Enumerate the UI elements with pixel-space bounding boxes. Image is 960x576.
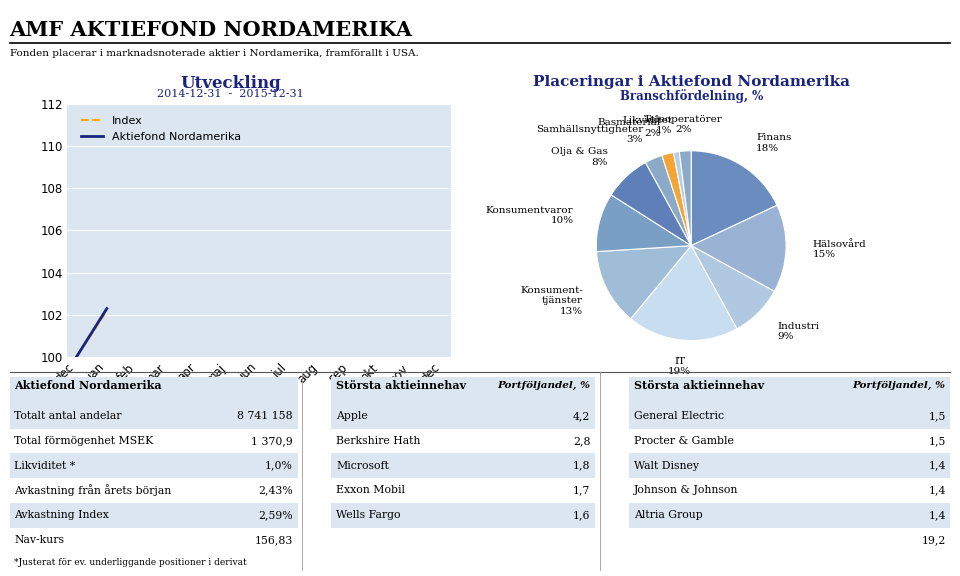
Text: Totalt antal andelar: Totalt antal andelar — [14, 411, 122, 421]
Text: Basmaterial
2%: Basmaterial 2% — [598, 118, 661, 138]
Text: Teleoperatörer
2%: Teleoperatörer 2% — [644, 115, 723, 134]
Text: Finans
18%: Finans 18% — [756, 134, 792, 153]
Text: Avkastning Index: Avkastning Index — [14, 510, 109, 520]
Text: 2,43%: 2,43% — [258, 486, 293, 495]
Text: Aktiefond Nordamerika: Aktiefond Nordamerika — [14, 380, 162, 391]
Wedge shape — [612, 162, 691, 245]
Text: Hälsovård
15%: Hälsovård 15% — [812, 240, 866, 259]
Text: Microsoft: Microsoft — [336, 461, 389, 471]
Wedge shape — [596, 245, 691, 319]
Text: Portföljandel, %: Portföljandel, % — [497, 381, 590, 390]
Text: 1,6: 1,6 — [573, 510, 590, 520]
Wedge shape — [691, 245, 775, 329]
Text: Berkshire Hath: Berkshire Hath — [336, 436, 420, 446]
Text: 1 370,9: 1 370,9 — [252, 436, 293, 446]
Text: 8 741 158: 8 741 158 — [237, 411, 293, 421]
Text: Procter & Gamble: Procter & Gamble — [634, 436, 733, 446]
Wedge shape — [691, 205, 786, 291]
Text: Likviditet
1%: Likviditet 1% — [622, 116, 672, 135]
Text: 1,5: 1,5 — [928, 436, 946, 446]
Text: 156,83: 156,83 — [254, 535, 293, 545]
Wedge shape — [680, 151, 691, 245]
Text: AMF AKTIEFOND NORDAMERIKA: AMF AKTIEFOND NORDAMERIKA — [10, 20, 413, 40]
Text: Wells Fargo: Wells Fargo — [336, 510, 400, 520]
Text: *Justerat för ev. underliggande positioner i derivat: *Justerat för ev. underliggande position… — [14, 558, 247, 567]
Wedge shape — [691, 151, 777, 245]
Text: 2014-12-31  -  2015-12-31: 2014-12-31 - 2015-12-31 — [157, 89, 303, 99]
Legend: Index, Aktiefond Nordamerika: Index, Aktiefond Nordamerika — [77, 112, 246, 146]
Text: Likviditet *: Likviditet * — [14, 461, 76, 471]
Text: 2,8: 2,8 — [573, 436, 590, 446]
Text: Total förmögenhet MSEK: Total förmögenhet MSEK — [14, 436, 154, 446]
Text: 1,4: 1,4 — [928, 510, 946, 520]
Text: Olja & Gas
8%: Olja & Gas 8% — [551, 147, 608, 167]
Text: Johnson & Johnson: Johnson & Johnson — [634, 486, 738, 495]
Text: 1,8: 1,8 — [573, 461, 590, 471]
Text: Altria Group: Altria Group — [634, 510, 703, 520]
Text: IT
19%: IT 19% — [668, 357, 691, 376]
Text: Fonden placerar i marknadsnoterade aktier i Nordamerika, framförallt i USA.: Fonden placerar i marknadsnoterade aktie… — [10, 49, 419, 58]
Text: 1,4: 1,4 — [928, 461, 946, 471]
Text: 1,5: 1,5 — [928, 411, 946, 421]
Text: Avkastning från årets början: Avkastning från årets början — [14, 484, 172, 497]
Wedge shape — [631, 245, 737, 340]
Text: Största aktieinnehav: Största aktieinnehav — [634, 380, 764, 391]
Text: Nav-kurs: Nav-kurs — [14, 535, 64, 545]
Text: Placeringar i Aktiefond Nordamerika: Placeringar i Aktiefond Nordamerika — [533, 75, 850, 89]
Text: General Electric: General Electric — [634, 411, 724, 421]
Text: 1,7: 1,7 — [573, 486, 590, 495]
Text: Industri
9%: Industri 9% — [777, 322, 819, 341]
Text: Portföljandel, %: Portföljandel, % — [852, 381, 946, 390]
Wedge shape — [673, 151, 691, 245]
Text: Konsument-
tjänster
13%: Konsument- tjänster 13% — [520, 286, 583, 316]
Text: Exxon Mobil: Exxon Mobil — [336, 486, 405, 495]
Text: 19,2: 19,2 — [922, 535, 946, 545]
Text: 1,4: 1,4 — [928, 486, 946, 495]
Text: 1,0%: 1,0% — [265, 461, 293, 471]
Text: Största aktieinnehav: Största aktieinnehav — [336, 380, 467, 391]
Text: 4,2: 4,2 — [573, 411, 590, 421]
Text: Samhällsnyttigheter
3%: Samhällsnyttigheter 3% — [536, 124, 643, 144]
Text: 2,59%: 2,59% — [258, 510, 293, 520]
Text: Branschfördelning, %: Branschfördelning, % — [619, 89, 763, 103]
Wedge shape — [661, 153, 691, 245]
Text: Walt Disney: Walt Disney — [634, 461, 699, 471]
Wedge shape — [596, 195, 691, 252]
Text: Konsumentvaror
10%: Konsumentvaror 10% — [486, 206, 573, 225]
Wedge shape — [645, 156, 691, 245]
Text: Utveckling: Utveckling — [180, 75, 280, 92]
Text: Apple: Apple — [336, 411, 368, 421]
